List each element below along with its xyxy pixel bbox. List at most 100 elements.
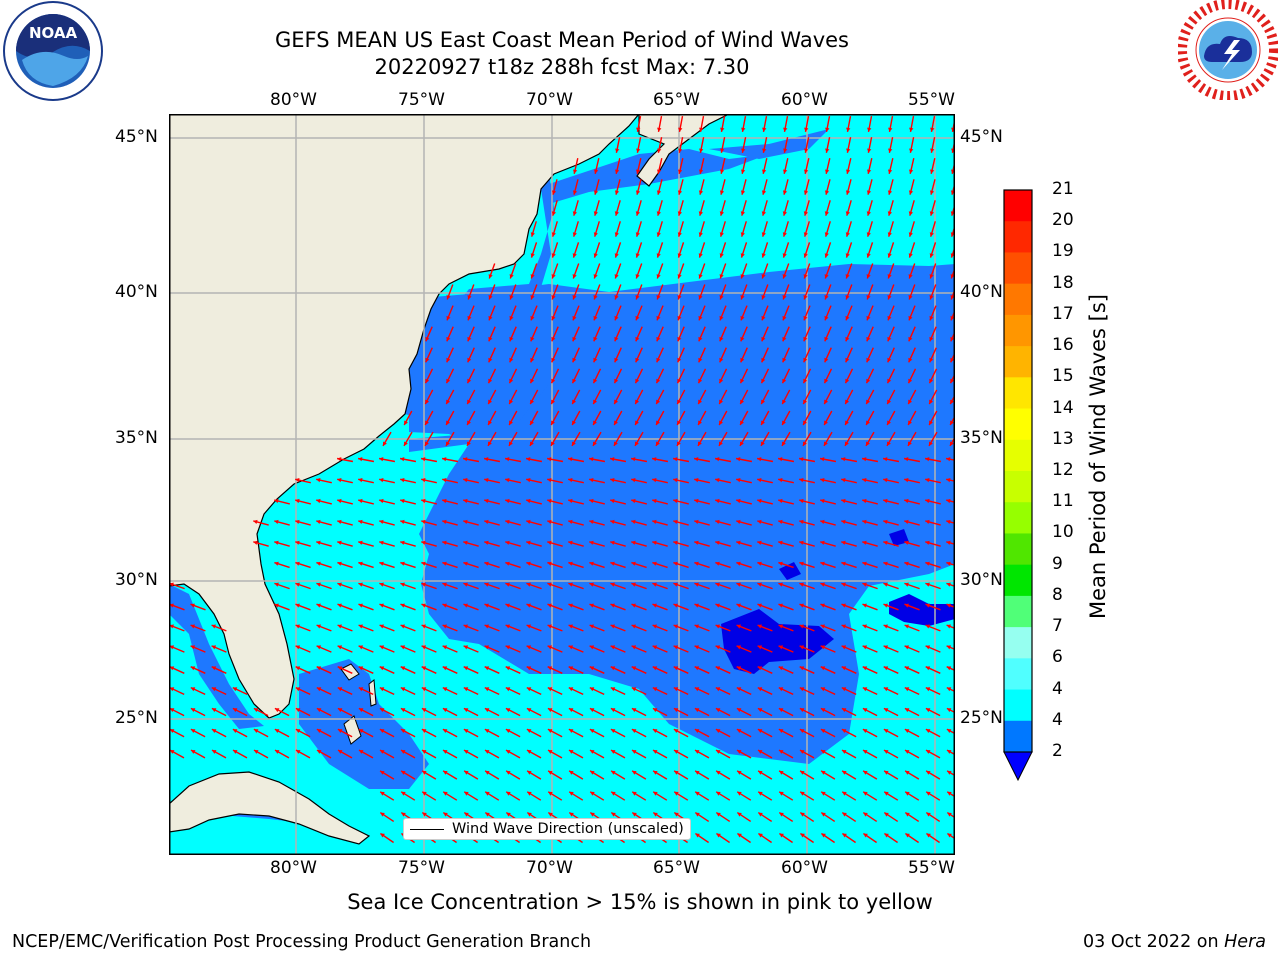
wave-direction-arrowhead — [757, 708, 763, 713]
wave-direction-arrowhead — [674, 750, 679, 754]
wave-direction-arrowhead — [380, 812, 385, 817]
wave-direction-arrowhead — [925, 645, 931, 650]
wave-direction-arrowhead — [950, 399, 955, 405]
wave-direction-arrowhead — [736, 666, 742, 671]
wave-direction-arrowhead — [845, 274, 850, 279]
wave-direction-arrowhead — [337, 457, 342, 462]
wave-direction-arrowhead — [929, 357, 934, 363]
wave-direction-arrowhead — [804, 169, 809, 174]
wave-direction-arrowhead — [484, 540, 489, 545]
wave-direction-arrowhead — [950, 357, 955, 363]
wave-direction-arrowhead — [863, 833, 868, 838]
footer-right: 03 Oct 2022 on Hera — [1083, 932, 1266, 952]
wave-direction-arrowhead — [169, 603, 174, 608]
wave-direction-arrowhead — [908, 420, 912, 425]
wave-direction-arrowhead — [484, 519, 489, 524]
lon-label-bottom-75w: 75°W — [398, 858, 445, 878]
wave-direction-arrowhead — [778, 540, 783, 545]
wave-direction-arrowhead — [572, 357, 577, 363]
wave-direction-arrowhead — [803, 211, 808, 216]
wave-direction-arrowhead — [950, 420, 954, 425]
colorbar-segment — [1004, 190, 1032, 222]
wave-direction-arrowhead — [337, 478, 342, 483]
wave-direction-arrowhead — [211, 645, 217, 650]
colorbar-segment — [1004, 346, 1032, 378]
wave-direction-arrowhead — [488, 441, 492, 446]
wave-direction-arrowhead — [593, 232, 598, 237]
wave-direction-arrowhead — [446, 357, 451, 363]
wave-direction-arrowhead — [275, 750, 280, 754]
wave-direction-arrowhead — [736, 645, 742, 650]
wave-direction-arrowhead — [908, 232, 913, 237]
wave-direction-arrowhead — [842, 750, 847, 754]
colorbar-title: Mean Period of Wind Waves [s] — [1086, 294, 1110, 619]
wave-direction-arrowhead — [908, 441, 912, 446]
wave-direction-arrowhead — [442, 478, 447, 483]
wave-direction-arrowhead — [930, 169, 935, 174]
wave-direction-arrowhead — [211, 666, 217, 671]
wave-direction-arrowhead — [551, 232, 556, 237]
wave-direction-arrowhead — [694, 687, 700, 692]
wave-direction-arrowhead — [635, 336, 640, 342]
wave-direction-arrowhead — [526, 582, 531, 587]
wave-direction-arrowhead — [720, 127, 725, 132]
wave-direction-arrowhead — [530, 357, 535, 363]
colorbar-tick-label: 16 — [1052, 335, 1074, 356]
map-legend: Wind Wave Direction (unscaled) — [403, 818, 691, 840]
wave-direction-arrowhead — [467, 295, 472, 300]
wave-direction-arrowhead — [593, 253, 598, 258]
colorbar-segment — [1004, 533, 1032, 566]
wave-direction-arrowhead — [422, 812, 427, 817]
wave-direction-arrowhead — [505, 457, 510, 462]
title-line-2: 20220927 t18z 288h fcst Max: 7.30 — [374, 55, 750, 79]
wave-direction-arrowhead — [883, 478, 888, 483]
wave-direction-arrowhead — [425, 399, 430, 405]
land-us-east-coast — [169, 114, 640, 719]
wave-direction-arrowhead — [337, 708, 343, 713]
wave-direction-arrowhead — [845, 190, 851, 195]
wave-direction-arrowhead — [842, 770, 847, 775]
wave-direction-arrowhead — [488, 378, 493, 384]
wave-direction-arrowhead — [674, 770, 679, 775]
wave-direction-arrowhead — [358, 478, 363, 483]
wave-direction-arrowhead — [358, 687, 364, 692]
wave-direction-arrowhead — [401, 750, 406, 754]
wave-direction-arrowhead — [169, 645, 175, 650]
wave-direction-arrowhead — [888, 127, 893, 132]
wave-direction-arrowhead — [442, 624, 447, 629]
wave-direction-arrowhead — [946, 498, 951, 504]
wave-direction-arrowhead — [611, 750, 616, 754]
colorbar-segment — [1004, 689, 1032, 722]
wave-direction-arrowhead — [253, 708, 259, 713]
wave-direction-arrowhead — [884, 833, 889, 838]
wave-direction-arrowhead — [610, 540, 615, 545]
wave-direction-arrowhead — [782, 295, 787, 300]
wave-direction-arrowhead — [761, 211, 766, 216]
wave-direction-arrowhead — [526, 624, 531, 629]
wave-direction-arrowhead — [782, 441, 786, 446]
wave-direction-arrowhead — [169, 582, 174, 587]
wave-direction-arrowhead — [736, 498, 741, 504]
wave-direction-arrowhead — [946, 729, 952, 733]
wave-direction-arrowhead — [715, 708, 721, 713]
wave-direction-arrowhead — [740, 441, 744, 446]
wave-direction-arrowhead — [547, 540, 552, 545]
wave-direction-arrowhead — [425, 420, 429, 425]
wave-direction-arrowhead — [845, 378, 850, 384]
wave-direction-arrowhead — [799, 498, 804, 504]
wave-direction-arrowhead — [803, 253, 808, 258]
colorbar-segment — [1004, 720, 1032, 753]
wave-direction-arrowhead — [799, 519, 804, 524]
wave-direction-arrowhead — [929, 441, 933, 446]
wave-direction-arrowhead — [632, 812, 637, 817]
wave-direction-arrowhead — [467, 420, 471, 425]
wave-direction-arrowhead — [379, 666, 385, 671]
wave-direction-arrowhead — [467, 357, 472, 363]
wave-direction-arrowhead — [716, 791, 721, 796]
wave-direction-arrowhead — [909, 127, 914, 132]
wave-direction-arrowhead — [778, 582, 783, 587]
wave-direction-arrowhead — [761, 295, 766, 300]
wave-direction-arrowhead — [845, 357, 850, 363]
wave-direction-arrowhead — [883, 561, 888, 566]
wave-direction-arrowhead — [551, 420, 555, 425]
